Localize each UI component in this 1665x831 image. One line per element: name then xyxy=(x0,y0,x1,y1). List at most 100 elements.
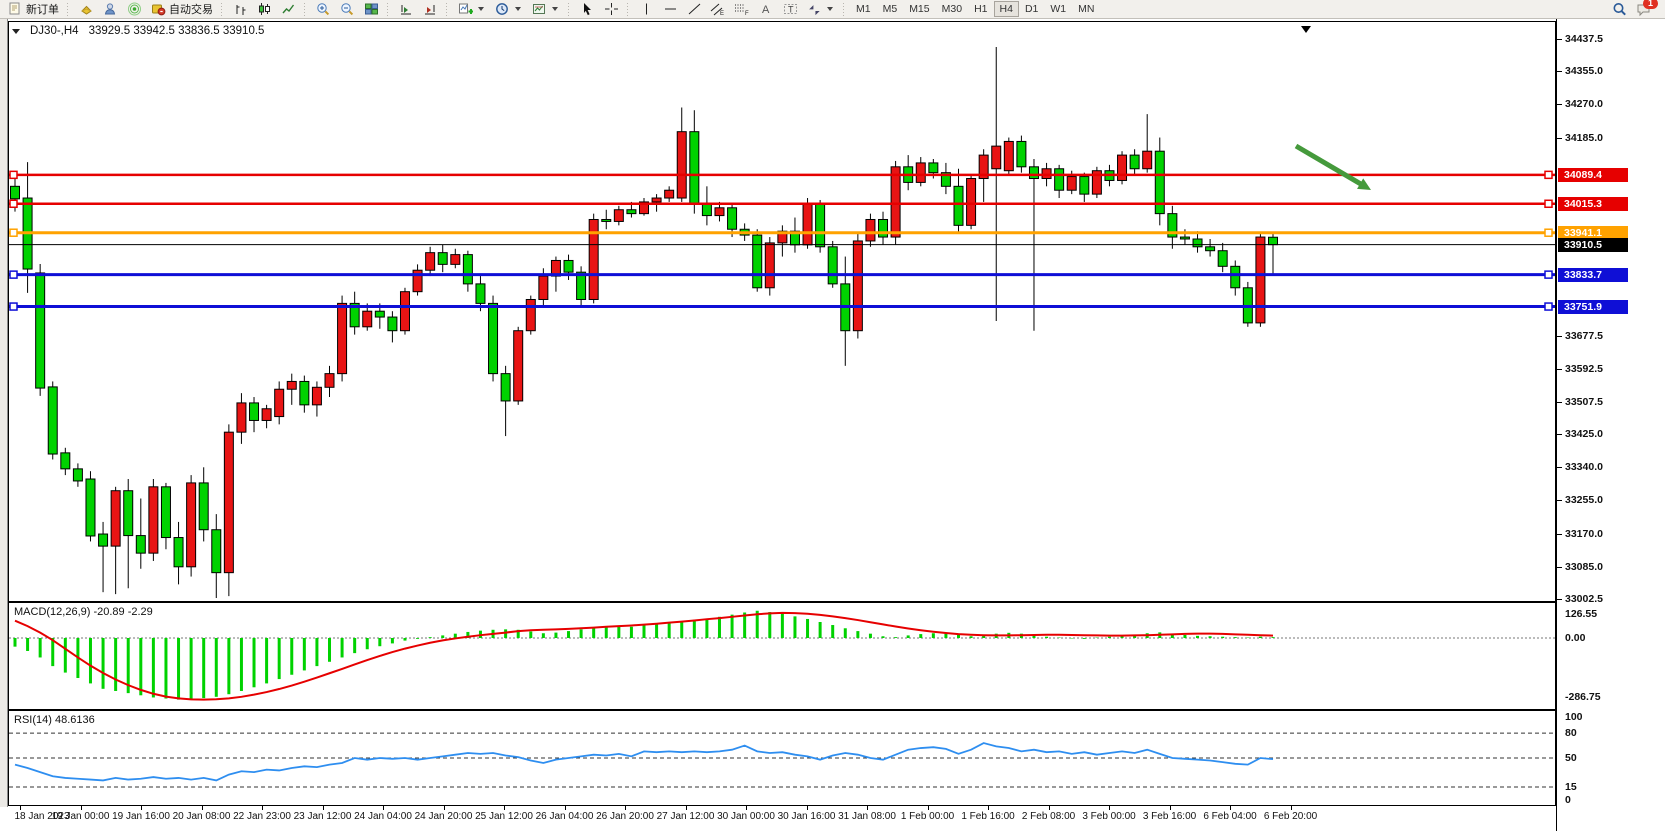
main-price-chart[interactable] xyxy=(8,21,1556,602)
price-line-handle[interactable] xyxy=(9,170,18,180)
time-axis-label: 3 Feb 16:00 xyxy=(1142,811,1197,822)
time-axis[interactable]: 18 Jan 2023 19 Jan 00:00 19 Jan 16:00 20 Ja… xyxy=(8,806,1556,831)
bear-candle xyxy=(563,259,574,273)
arrows-icon xyxy=(806,2,822,17)
toolbar-right-group: 1 xyxy=(1612,0,1662,17)
timeframe-w1[interactable]: W1 xyxy=(1050,3,1067,15)
bar-chart-icon xyxy=(232,2,248,17)
price-line-handle[interactable] xyxy=(1544,199,1553,209)
indicators-caret-icon xyxy=(478,7,484,11)
chart-shift-button[interactable] xyxy=(418,1,442,18)
time-axis-tick xyxy=(564,806,566,810)
timeframe-h4[interactable]: H4 xyxy=(993,1,1019,17)
time-axis-label: 3 Feb 00:00 xyxy=(1082,811,1136,822)
search-icon[interactable] xyxy=(1612,2,1628,17)
timeframe-m1[interactable]: M1 xyxy=(856,3,871,15)
price-line-handle[interactable] xyxy=(1544,302,1553,311)
time-axis-tick xyxy=(504,806,505,810)
fibonacci-icon: F xyxy=(734,2,750,17)
price-axis-tick: 34270.0 xyxy=(1557,98,1603,111)
time-axis-label: 6 Feb 20:00 xyxy=(1263,811,1318,822)
new-order-button[interactable]: 新订单 xyxy=(3,1,63,18)
rsi-scale-label: 50 xyxy=(1565,752,1577,764)
tile-windows-button[interactable] xyxy=(359,1,383,18)
timeframe-d1[interactable]: D1 xyxy=(1024,3,1039,15)
svg-text:T: T xyxy=(788,5,794,15)
price-line-handle[interactable] xyxy=(9,199,18,209)
chart-shift-marker-icon[interactable] xyxy=(1301,26,1311,33)
line-chart-button[interactable] xyxy=(276,1,300,18)
crosshair-button[interactable] xyxy=(599,1,623,18)
templates-button[interactable] xyxy=(527,1,564,18)
auto-scroll-button[interactable] xyxy=(394,1,418,18)
price-line-handle[interactable] xyxy=(9,302,18,311)
price-axis-tick: 33425.0 xyxy=(1557,428,1603,441)
annotation-arrow-shaft[interactable] xyxy=(1294,143,1364,188)
rsi-panel[interactable] xyxy=(8,710,1556,806)
text-label-button[interactable]: T xyxy=(778,1,802,18)
cursor-button[interactable] xyxy=(575,1,599,18)
annotation-arrow-head[interactable] xyxy=(1357,178,1371,190)
time-axis-tick xyxy=(685,806,687,810)
timeframe-m15[interactable]: M15 xyxy=(909,3,930,15)
text-label-icon: T xyxy=(782,2,798,17)
trendline-button[interactable] xyxy=(682,1,706,18)
bear-candle xyxy=(827,246,838,285)
new-order-label: 新订单 xyxy=(26,4,59,16)
timeframe-m5[interactable]: M5 xyxy=(882,3,898,15)
gold-button[interactable] xyxy=(74,1,98,18)
timeframe-m30[interactable]: M30 xyxy=(941,3,963,15)
chart-window: DJ30-,H4 33929.5 33942.5 33836.5 33910.5… xyxy=(0,19,1665,831)
zoom-in-button[interactable] xyxy=(311,1,335,18)
text-button[interactable]: A xyxy=(754,1,778,18)
chart-header[interactable]: DJ30-,H4 33929.5 33942.5 33836.5 33910.5 xyxy=(12,25,264,37)
arrows-button[interactable] xyxy=(802,1,839,18)
notification-badge: 1 xyxy=(1643,0,1658,9)
time-axis-label: 23 Jan 12:00 xyxy=(293,811,352,822)
timeframe-mn[interactable]: MN xyxy=(1078,3,1095,15)
zoom-out-button[interactable] xyxy=(335,1,359,18)
timeframe-h1[interactable]: H1 xyxy=(974,3,988,15)
price-line-handle[interactable] xyxy=(1544,170,1553,180)
bear-candle xyxy=(953,185,964,226)
macd-panel[interactable] xyxy=(8,602,1556,710)
bear-candle xyxy=(928,162,939,174)
price-line-handle[interactable] xyxy=(1544,228,1553,237)
vertical-line-button[interactable] xyxy=(634,1,658,18)
candlestick-button[interactable] xyxy=(252,1,276,18)
toolbar-grip xyxy=(66,2,71,16)
price-axis[interactable]: 34437.5 34355.0 34270.0 34185.0 33677.5 33592… xyxy=(1556,19,1665,831)
price-line-handle[interactable] xyxy=(9,228,18,237)
svg-text:E: E xyxy=(720,11,724,16)
bar-chart-button[interactable] xyxy=(228,1,252,18)
indicators-button[interactable] xyxy=(453,1,490,18)
bear-candle xyxy=(1205,246,1216,252)
bear-candle xyxy=(701,203,712,217)
signal-button[interactable] xyxy=(122,1,146,18)
bear-candle xyxy=(211,529,222,574)
symbol-dropdown-icon[interactable] xyxy=(12,28,20,34)
price-axis-tick: 33170.0 xyxy=(1557,527,1603,540)
bull-candle xyxy=(966,178,977,226)
price-line-handle[interactable] xyxy=(9,270,18,279)
horizontal-line-button[interactable] xyxy=(658,1,682,18)
bear-candle xyxy=(1079,176,1090,195)
fibonacci-button[interactable]: F xyxy=(730,1,754,18)
notifications-icon[interactable]: 1 xyxy=(1636,0,1658,17)
bear-candle xyxy=(1167,213,1178,238)
support-button[interactable] xyxy=(98,1,122,18)
channel-button[interactable]: E xyxy=(706,1,730,18)
price-line-handle[interactable] xyxy=(1544,270,1553,279)
bear-candle xyxy=(10,185,20,200)
bull-candle xyxy=(261,408,272,421)
periods-button[interactable] xyxy=(490,1,527,18)
bull-candle xyxy=(676,131,687,199)
bull-candle xyxy=(639,201,649,215)
price-line-tag: 33833.7 xyxy=(1558,267,1628,282)
time-axis-label: 19 Jan 16:00 xyxy=(112,811,170,822)
auto-trading-button[interactable]: 自动交易 xyxy=(146,1,217,18)
bull-candle xyxy=(513,330,524,402)
toolbar-grip xyxy=(626,2,631,16)
equidistant-channel-icon: E xyxy=(710,2,726,17)
svg-text:A: A xyxy=(762,4,770,16)
